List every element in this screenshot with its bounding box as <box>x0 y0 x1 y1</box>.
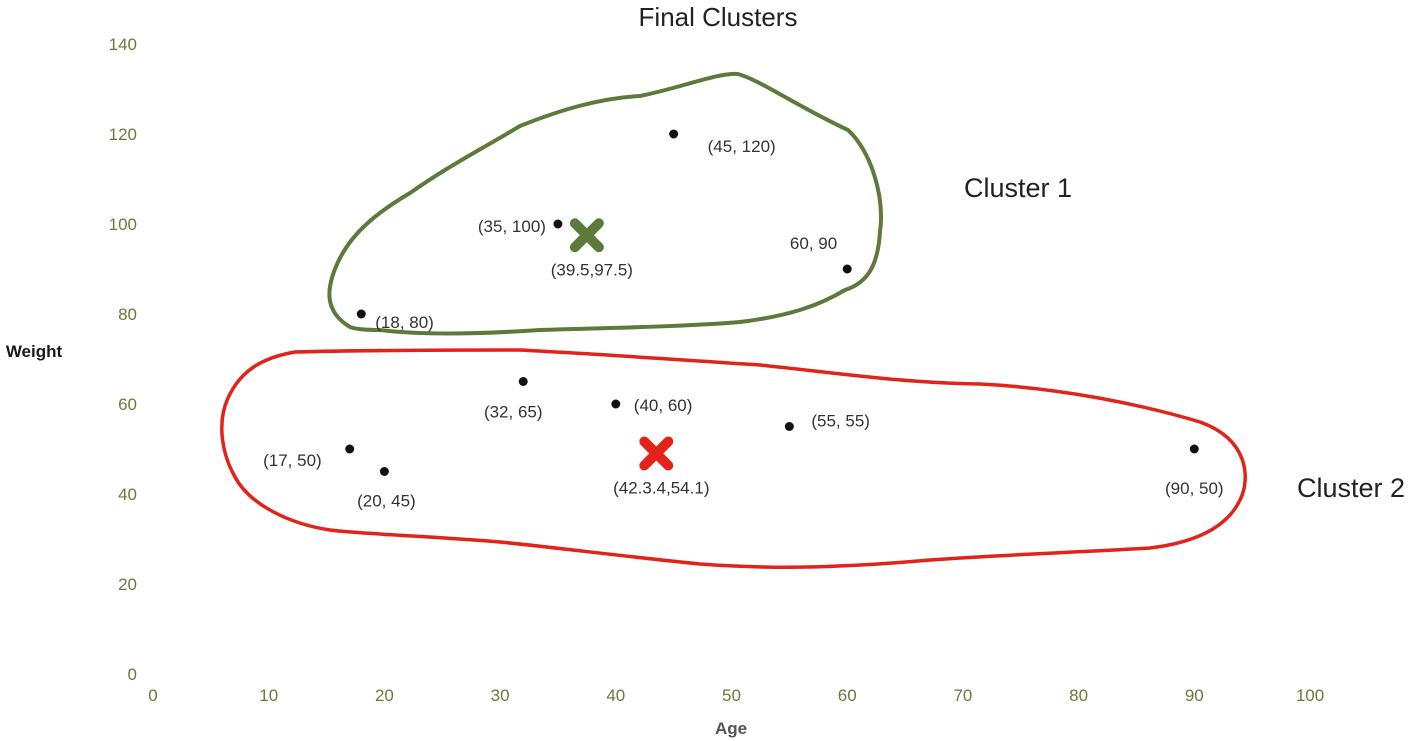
data-point-label: (18, 80) <box>375 313 434 332</box>
data-point-label: (20, 45) <box>357 492 416 511</box>
chart-title: Final Clusters <box>639 2 798 32</box>
y-axis-ticks: 0 20 40 60 80 100 120 140 <box>109 35 137 684</box>
x-tick-label: 0 <box>148 686 157 705</box>
centroid-marker <box>639 436 674 471</box>
x-tick-label: 50 <box>722 686 741 705</box>
x-tick-label: 100 <box>1296 686 1324 705</box>
y-tick-label: 0 <box>128 665 137 684</box>
centroid-stroke <box>569 218 604 253</box>
data-point <box>784 422 794 431</box>
y-tick-label: 140 <box>109 35 137 54</box>
data-point-label: (90, 50) <box>1165 479 1224 498</box>
data-points: (45, 120) (35, 100) 60, 90 (18, 80) (32, 65)… <box>263 129 1224 511</box>
y-tick-label: 80 <box>118 305 137 324</box>
data-point-label: (40, 60) <box>634 396 693 415</box>
data-point <box>379 467 389 476</box>
data-point <box>611 399 621 409</box>
centroid-stroke <box>639 436 674 471</box>
y-tick-label: 40 <box>118 485 137 504</box>
x-tick-label: 30 <box>491 686 510 705</box>
x-tick-label: 40 <box>606 686 625 705</box>
data-point <box>842 264 852 274</box>
y-tick-label: 120 <box>109 125 137 144</box>
y-tick-label: 20 <box>118 575 137 594</box>
x-tick-label: 80 <box>1069 686 1088 705</box>
x-tick-label: 60 <box>838 686 857 705</box>
data-point-label: (32, 65) <box>484 403 543 422</box>
data-point-label: (55, 55) <box>811 412 870 431</box>
cluster-2-outline <box>220 348 1247 569</box>
y-tick-label: 100 <box>109 215 137 234</box>
data-point-label: (45, 120) <box>708 137 776 156</box>
data-point-label: (35, 100) <box>478 217 546 236</box>
centroids: (39.5,97.5) (42.3.4,54.1) <box>551 218 709 498</box>
data-point-label: 60, 90 <box>790 234 837 253</box>
data-point <box>553 219 563 229</box>
cluster-1-outline <box>327 71 883 336</box>
y-tick-label: 60 <box>118 395 137 414</box>
x-axis-label: Age <box>715 719 747 738</box>
data-point <box>518 377 528 386</box>
cluster-1-label: Cluster 1 <box>964 173 1072 203</box>
data-point-label: (17, 50) <box>263 451 322 470</box>
data-point <box>356 309 366 319</box>
centroid-label: (39.5,97.5) <box>551 260 633 279</box>
x-tick-label: 20 <box>375 686 394 705</box>
cluster-2-label: Cluster 2 <box>1297 473 1405 503</box>
centroid-marker <box>569 218 604 253</box>
x-axis-ticks: 0 10 20 30 40 50 60 70 80 90 100 <box>148 686 1324 705</box>
x-tick-label: 90 <box>1185 686 1204 705</box>
data-point <box>1189 444 1199 454</box>
centroid-label: (42.3.4,54.1) <box>613 479 709 498</box>
y-axis-label: Weight <box>6 342 63 361</box>
x-tick-label: 10 <box>259 686 278 705</box>
x-tick-label: 70 <box>953 686 972 705</box>
data-point <box>669 129 679 139</box>
data-point <box>345 444 355 454</box>
